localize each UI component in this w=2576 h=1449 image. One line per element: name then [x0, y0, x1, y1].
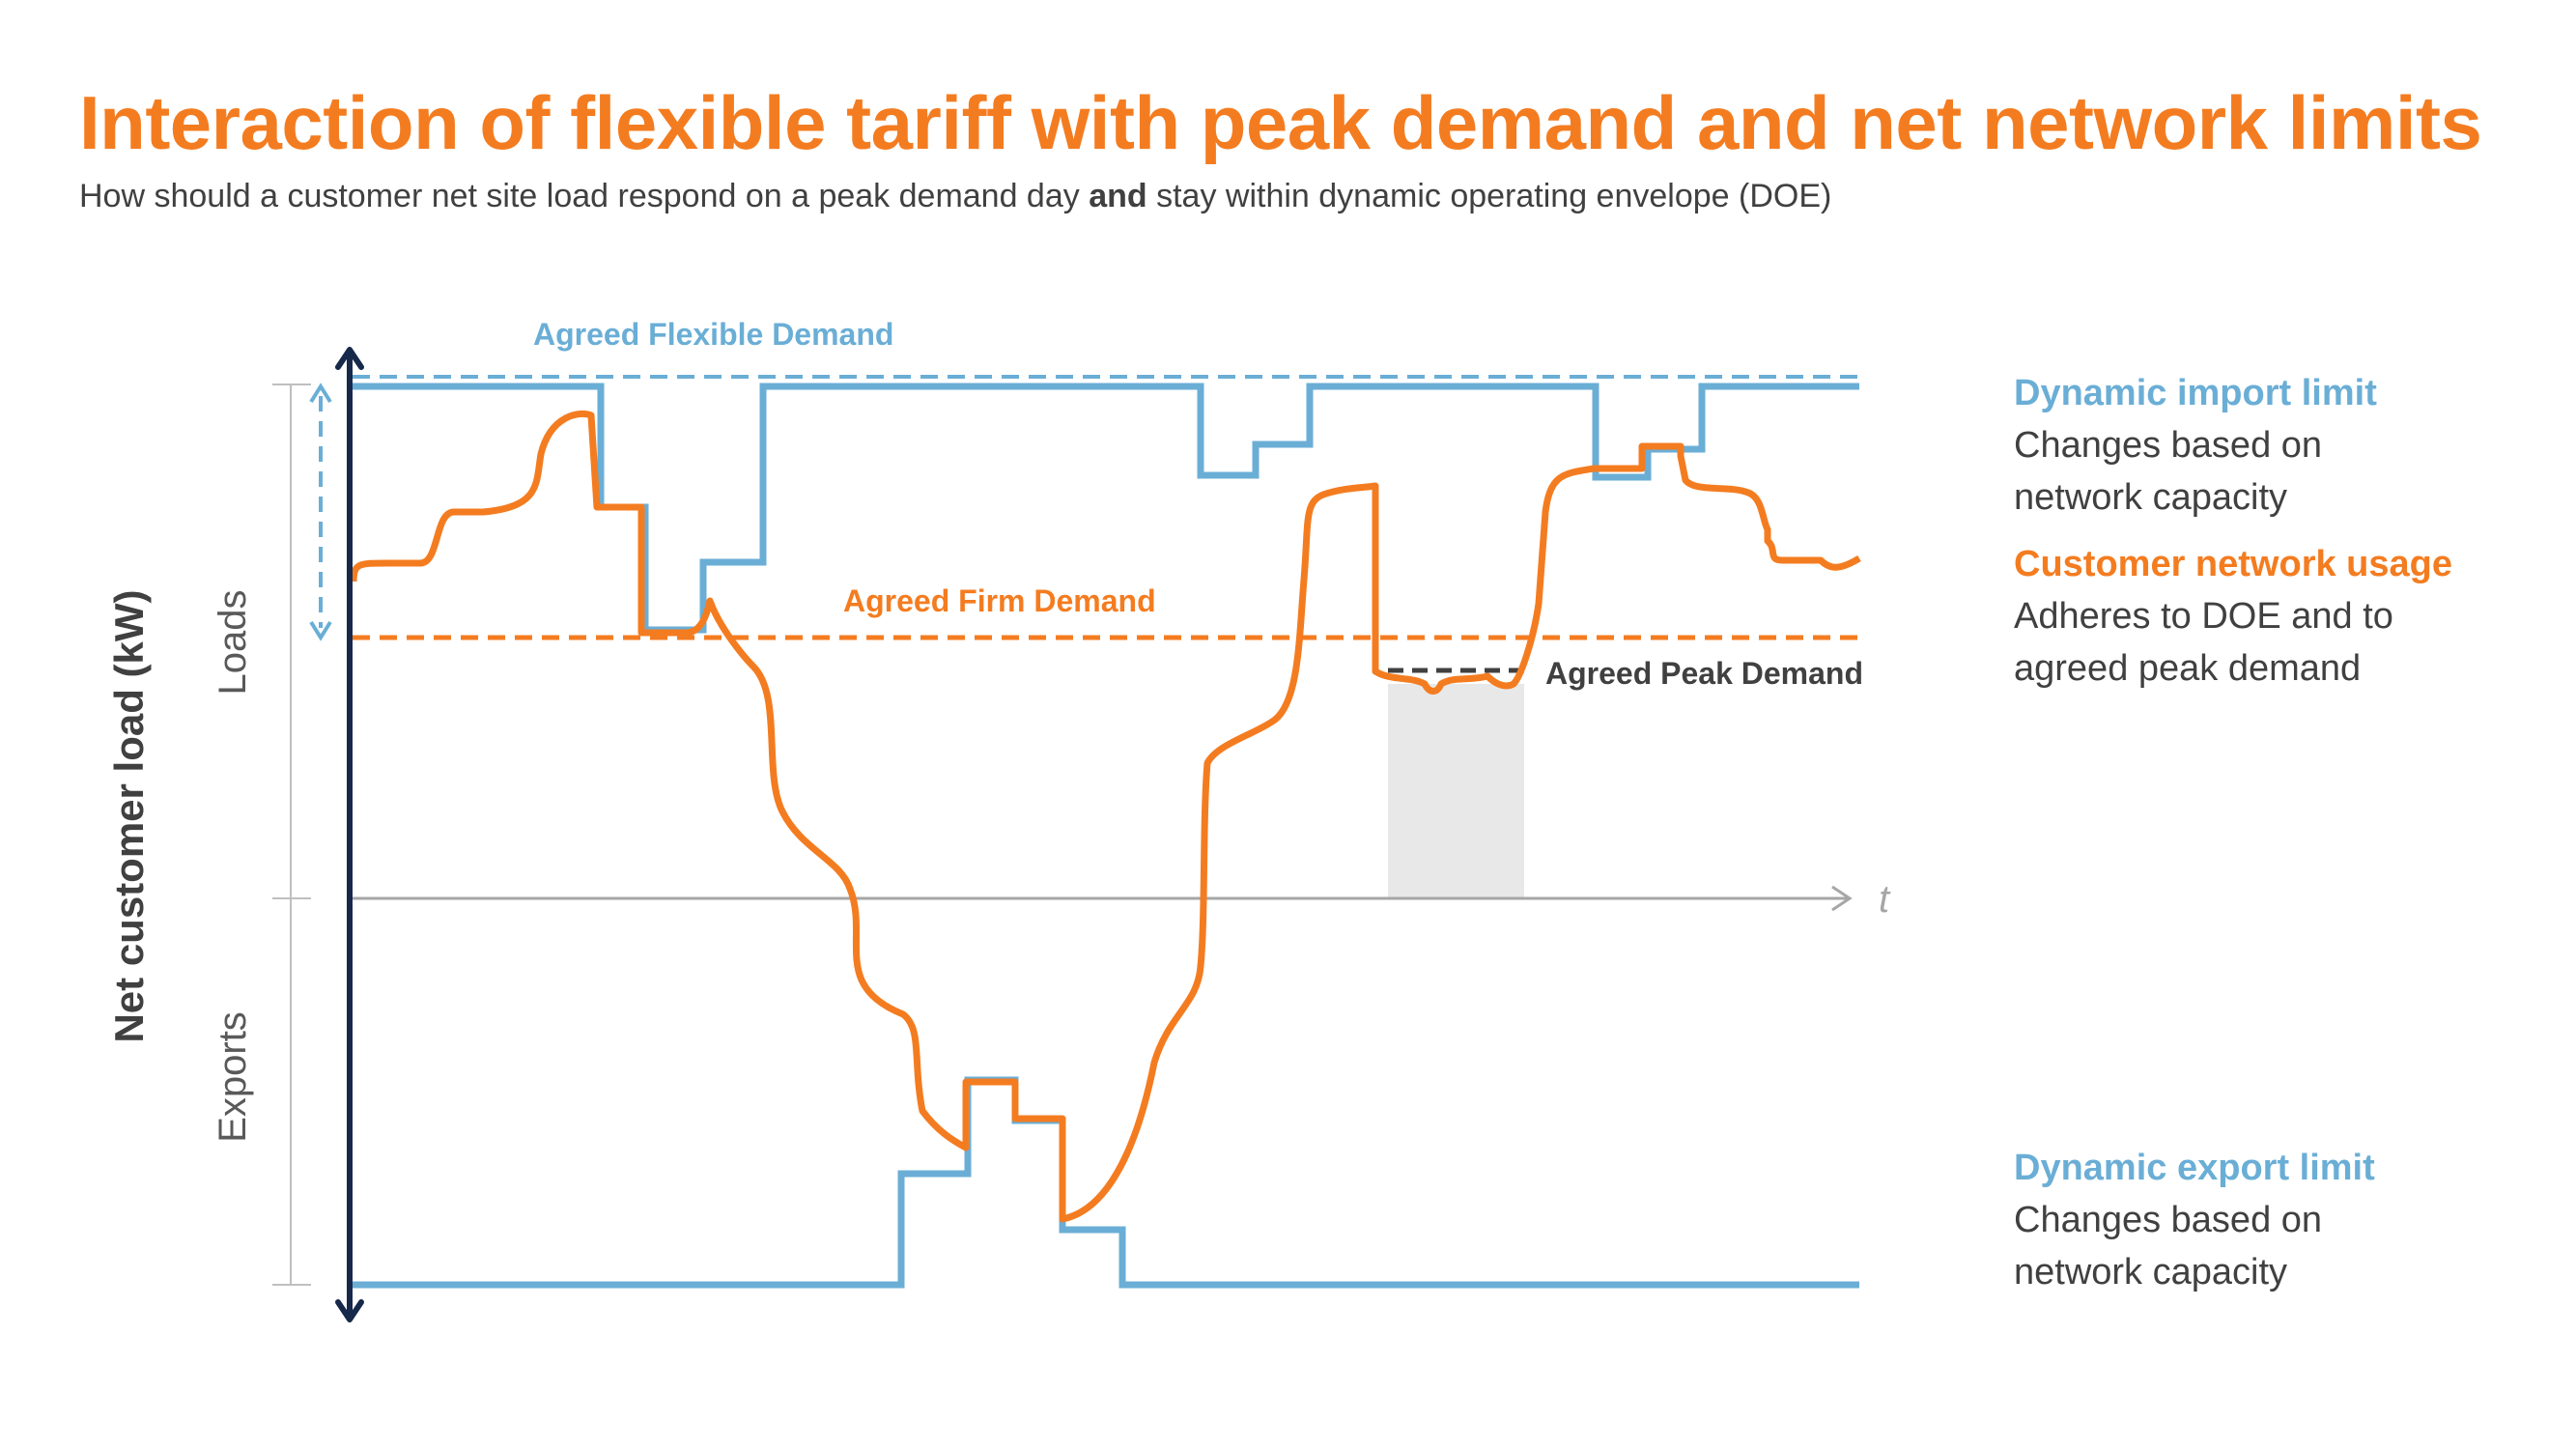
legend-usage-line-2: agreed peak demand — [2014, 648, 2362, 689]
legend-import-title: Dynamic import limit — [2014, 373, 2377, 413]
legend-import-line-1: Changes based on — [2014, 425, 2323, 466]
legend-export-line-2: network capacity — [2014, 1252, 2288, 1293]
loads-label: Loads — [212, 590, 254, 696]
legend-network-usage: Customer network usage Adheres to DOE an… — [2014, 538, 2452, 695]
legend-usage-title: Customer network usage — [2014, 544, 2452, 584]
flexible-range-arrow — [309, 383, 332, 641]
customer-network-usage-line — [350, 410, 1861, 1223]
subtitle-bold-word: and — [1089, 178, 1147, 214]
legend-export-limit: Dynamic export limit Changes based on ne… — [2014, 1142, 2375, 1298]
legend-import-limit: Dynamic import limit Changes based on ne… — [2014, 367, 2377, 524]
time-axis-label: t — [1879, 878, 1891, 921]
exports-label: Exports — [212, 1011, 254, 1143]
subtitle-text-2: stay within dynamic operating envelope (… — [1146, 178, 1832, 214]
net-customer-load-axis-label: Net customer load (kW) — [106, 589, 152, 1042]
subtitle-text-1: How should a customer net site load resp… — [79, 178, 1090, 214]
legend-export-title: Dynamic export limit — [2014, 1148, 2375, 1188]
peak-window-shade — [1388, 684, 1524, 898]
legend-usage-line-1: Adheres to DOE and to — [2014, 596, 2393, 637]
page-subtitle: How should a customer net site load resp… — [79, 178, 1831, 215]
dynamic-import-limit-line — [353, 383, 1859, 634]
net-load-axis-arrow — [335, 347, 364, 1322]
agreed-flexible-demand-label: Agreed Flexible Demand — [533, 317, 893, 352]
dynamic-export-limit-line — [353, 1076, 1859, 1289]
legend-export-line-1: Changes based on — [2014, 1200, 2323, 1240]
time-axis — [353, 885, 1853, 912]
agreed-peak-demand-label: Agreed Peak Demand — [1545, 656, 1863, 691]
page-title: Interaction of flexible tariff with peak… — [79, 80, 2482, 165]
agreed-firm-demand-label: Agreed Firm Demand — [843, 583, 1156, 618]
legend-import-line-2: network capacity — [2014, 477, 2288, 518]
loads-exports-bracket — [272, 384, 311, 1286]
